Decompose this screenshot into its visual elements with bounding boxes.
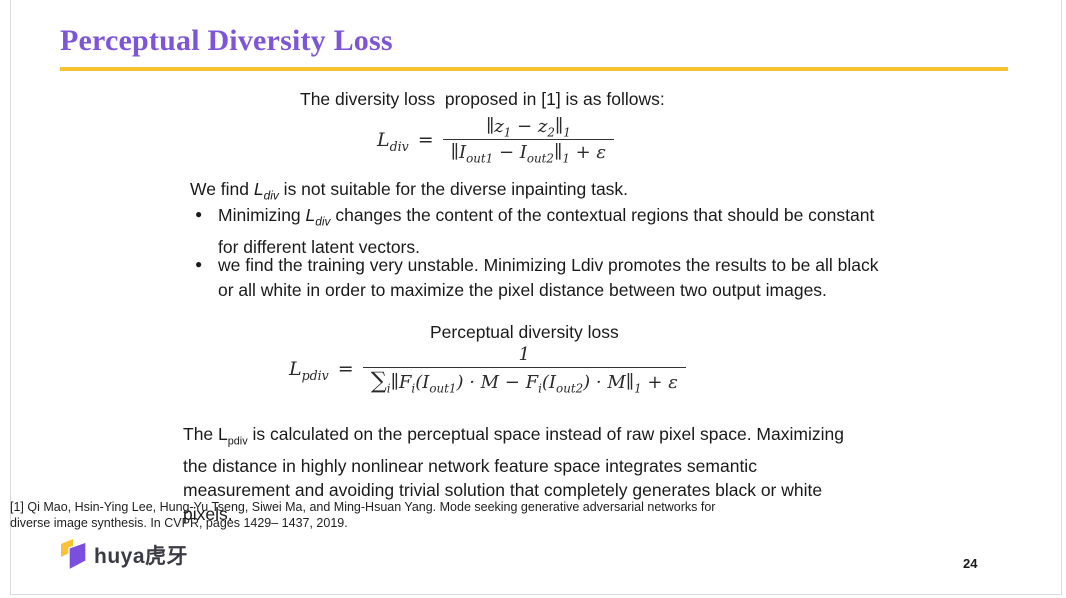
bullet-item-contextual-regions: ● Minimizing Ldiv changes the content of… <box>195 203 874 260</box>
formula2-denominator: ∑i∥Fi(Iout1) · M − Fi(Iout2) · M∥1 + ε <box>362 367 686 395</box>
finding-statement: We find Ldiv is not suitable for the div… <box>190 179 629 203</box>
formula2-fraction: 1 ∑i∥Fi(Iout1) · M − Fi(Iout2) · M∥1 + ε <box>362 344 686 395</box>
perceptual-diversity-loss-heading: Perceptual diversity loss <box>430 322 619 342</box>
intro-text: The diversity loss proposed in [1] is as… <box>300 89 665 109</box>
perceptual-diversity-loss-formula: Lpdiv = 1 ∑i∥Fi(Iout1) · M − Fi(Iout2) ·… <box>289 344 686 395</box>
formula1-numerator: ∥z1 − z2∥1 <box>485 116 571 140</box>
title-underline-rule <box>60 67 1008 71</box>
formula1-fraction: ∥z1 − z2∥1 ∥Iout1 − Iout2∥1 + ε <box>442 116 615 165</box>
reference-footnote: [1] Qi Mao, Hsin-Ying Lee, Hung-Yu Tseng… <box>10 500 716 530</box>
bullet-icon: ● <box>195 207 203 221</box>
ldiv-variable: Ldiv <box>305 205 331 229</box>
ldiv-variable: Ldiv <box>253 179 279 203</box>
formula2-lhs: Lpdiv <box>289 357 329 383</box>
page-number: 24 <box>963 556 978 571</box>
bullet-text: we find the training very unstable. Mini… <box>218 255 879 300</box>
pdiv-explanation-paragraph: The Lpdiv is calculated on the perceptua… <box>183 424 844 524</box>
huya-logo-text: huya虎牙 <box>94 544 189 568</box>
equals-sign: = <box>417 128 434 151</box>
bullet-icon: ● <box>195 257 203 271</box>
formula2-numerator: 1 <box>518 344 530 365</box>
summation-symbol: ∑ <box>370 368 387 394</box>
equals-sign: = <box>337 357 354 380</box>
formula1-lhs: Ldiv <box>377 128 409 154</box>
bullet-item-training-unstable: ● we find the training very unstable. Mi… <box>195 253 878 303</box>
slide-title: Perceptual Diversity Loss <box>60 24 393 57</box>
huya-lightning-icon <box>60 538 87 572</box>
formula1-denominator: ∥Iout1 − Iout2∥1 + ε <box>442 139 615 165</box>
diversity-loss-formula: Ldiv = ∥z1 − z2∥1 ∥Iout1 − Iout2∥1 + ε <box>377 116 615 165</box>
bullet-text: Minimizing Ldiv changes the content of t… <box>218 205 875 257</box>
huya-logo: huya虎牙 <box>60 538 189 572</box>
